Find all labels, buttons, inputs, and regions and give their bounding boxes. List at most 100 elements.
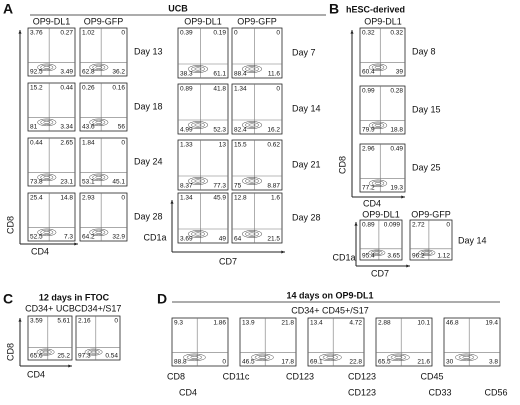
quadrant-value: 61.1 [213, 71, 226, 78]
plot-frame [79, 137, 128, 187]
quadrant-value: 0.26 [82, 85, 95, 92]
quadrant-value: 65.5 [378, 359, 391, 366]
plot-frame [409, 219, 453, 261]
quadrant-value: 1.34 [234, 86, 247, 93]
quadrant-value: 0 [276, 86, 280, 93]
quadrant-value: 0.16 [112, 85, 125, 92]
quadrant-value: 11.6 [268, 71, 281, 78]
quadrant-value: 4.72 [349, 320, 362, 327]
plot-frame [239, 317, 297, 367]
contour [89, 118, 109, 127]
quadrant-value: 0.44 [60, 85, 73, 92]
quadrant-value: 25.2 [57, 353, 70, 360]
plot-frame [27, 27, 76, 77]
contour [190, 355, 199, 359]
day-label: Day 8 [412, 46, 436, 56]
contour [87, 349, 100, 355]
quadrant-value: 4.99 [180, 127, 193, 134]
quadrant-value: 73.8 [30, 179, 43, 186]
contour [418, 249, 436, 256]
contour [394, 355, 403, 359]
contour [371, 122, 385, 128]
contour [421, 250, 433, 255]
day-label: Day 13 [134, 46, 163, 56]
quadrant-value: 0.32 [362, 30, 375, 37]
quadrant-value: 0.39 [180, 30, 193, 37]
arrowhead [350, 30, 354, 34]
plot-frame [359, 143, 406, 193]
contour [95, 65, 103, 69]
axis-label: CD7 [219, 256, 237, 266]
contour [258, 355, 267, 359]
quadrant-value: 10.1 [417, 320, 430, 327]
plot-frame [27, 315, 73, 361]
quadrant-value: 2.96 [362, 146, 375, 153]
column-header: CD34+/S17 [75, 303, 122, 313]
contour [373, 251, 380, 255]
arrowhead [401, 195, 405, 199]
quadrant-value: 45.1 [112, 179, 125, 186]
contour [40, 229, 54, 235]
axis-label: CD4 [363, 198, 381, 208]
plot-frame [171, 317, 229, 367]
plot-frame [359, 27, 406, 77]
axis-label: CD1a [332, 252, 355, 262]
quadrant-value: 13 [219, 142, 227, 149]
quadrant-value: 0.27 [60, 30, 73, 37]
contour [191, 231, 205, 237]
arrowhead [68, 364, 72, 368]
axis-label: CD8 [337, 156, 347, 174]
quadrant-value: 21.5 [267, 236, 280, 243]
quadrant-value: 49 [219, 236, 227, 243]
contour [43, 65, 51, 69]
plot-frame [359, 85, 406, 135]
contour [37, 118, 57, 127]
quadrant-value: 46.5 [242, 359, 255, 366]
quadrant-value: 3.34 [60, 124, 73, 131]
quadrant-value: 8.37 [180, 183, 193, 190]
contour [241, 177, 263, 185]
quadrant-value: 77.2 [362, 185, 375, 192]
quadrant-value: 8.87 [267, 183, 280, 190]
quadrant-value: 19.3 [390, 185, 403, 192]
plot-frame [79, 27, 128, 77]
axis-label: CD8 [5, 216, 15, 234]
plot-frame [177, 27, 229, 79]
arrowhead [170, 200, 174, 204]
quadrant-value: 46.8 [446, 320, 459, 327]
quadrant-value: 0.62 [267, 142, 280, 149]
contour [187, 121, 209, 129]
plot-frame [79, 192, 128, 242]
quadrant-value: 1.33 [180, 142, 193, 149]
quadrant-value: 2.88 [378, 320, 391, 327]
arrowhead [18, 30, 22, 34]
quadrant-value: 79.9 [362, 127, 375, 134]
contour [95, 175, 103, 179]
contour [245, 178, 259, 184]
column-header: OP9-GFP [411, 209, 451, 219]
day-label: Day 24 [134, 156, 163, 166]
contour [245, 231, 259, 237]
quadrant-value: 5.61 [57, 318, 70, 325]
column-header: OP9-DL1 [364, 16, 402, 26]
contour [194, 179, 202, 183]
contour [194, 123, 202, 127]
contour [183, 353, 206, 362]
quadrant-value: 2.16 [78, 318, 91, 325]
quadrant-value: 0 [234, 30, 238, 37]
quadrant-value: 0 [121, 30, 125, 37]
quadrant-value: 2.93 [82, 195, 95, 202]
quadrant-value: 23.1 [60, 179, 73, 186]
quadrant-value: 82.4 [234, 127, 247, 134]
contour [191, 178, 205, 184]
day-label: Day 28 [292, 212, 321, 222]
quadrant-value: 7.3 [64, 234, 73, 241]
quadrant-value: 0 [446, 222, 450, 229]
contour [371, 250, 383, 255]
quadrant-value: 12.8 [234, 195, 247, 202]
contour [371, 64, 385, 70]
contour [368, 63, 388, 72]
contour [374, 181, 382, 185]
quadrant-value: 65.6 [30, 353, 43, 360]
